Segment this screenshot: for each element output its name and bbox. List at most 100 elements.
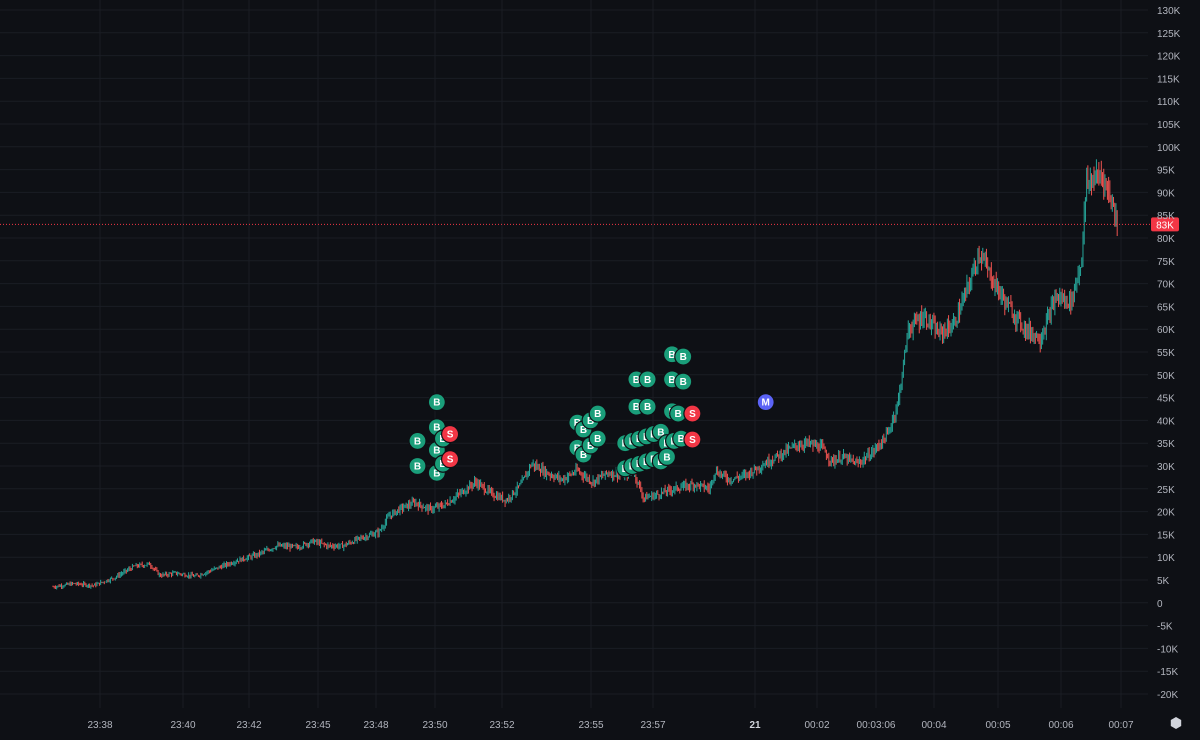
y-tick-label: 5K <box>1157 576 1170 587</box>
marker-circle <box>683 430 702 449</box>
marker-circle <box>638 397 657 416</box>
candles <box>52 159 1118 590</box>
marker-label: B <box>663 452 670 463</box>
y-tick-label: 60K <box>1157 325 1175 336</box>
x-tick-label: 00:03:06 <box>857 720 896 731</box>
marker-label: M <box>762 398 770 409</box>
marker-label: B <box>668 375 675 386</box>
y-tick-label: 125K <box>1157 29 1181 40</box>
x-tick-label: 23:40 <box>170 720 195 731</box>
marker-label: B <box>633 375 640 386</box>
current-price-badge <box>1151 217 1179 232</box>
buy-marker[interactable]: B <box>638 370 657 389</box>
y-tick-label: 55K <box>1157 348 1175 359</box>
buy-marker[interactable]: B <box>408 431 427 451</box>
x-tick-label: 23:52 <box>489 720 514 731</box>
marker-label: B <box>580 450 587 461</box>
marker-circle <box>427 393 446 412</box>
x-tick-label: 23:50 <box>422 720 447 731</box>
marker-circle <box>756 393 775 412</box>
marker-circle <box>674 372 693 391</box>
grid-lines <box>0 0 1148 708</box>
trade-markers: BBBBBBBBSSBBBBBBBBBBBBBBBBBBBBBBBBBBBBBB… <box>408 345 775 482</box>
y-tick-label: 45K <box>1157 394 1175 405</box>
marker-label: B <box>644 375 651 386</box>
x-tick-label: 00:07 <box>1108 720 1133 731</box>
y-tick-label: 10K <box>1157 553 1175 564</box>
y-tick-label: 35K <box>1157 439 1175 450</box>
y-tick-label: 95K <box>1157 166 1175 177</box>
y-tick-label: -10K <box>1157 644 1178 655</box>
buy-marker[interactable]: B <box>638 397 657 416</box>
marker-label: S <box>689 435 696 446</box>
buy-marker[interactable]: B <box>408 456 427 476</box>
buy-marker[interactable]: B <box>427 393 446 412</box>
y-tick-label: 65K <box>1157 302 1175 313</box>
y-tick-label: 25K <box>1157 485 1175 496</box>
y-tick-label: 20K <box>1157 508 1175 519</box>
y-tick-label: 80K <box>1157 234 1175 245</box>
y-tick-label: 0 <box>1157 599 1163 610</box>
marker-circle <box>440 424 460 444</box>
marker-label: B <box>680 352 687 363</box>
marker-circle <box>638 370 657 389</box>
marker-label: B <box>433 468 440 479</box>
x-axis[interactable]: 23:38 23:40 23:42 23:45 23:48 23:50 23:52 23:55… <box>87 720 1133 731</box>
buy-marker[interactable]: B <box>674 372 693 391</box>
marker-label: B <box>594 434 601 445</box>
marker-label: B <box>675 409 682 420</box>
marker-circle <box>674 347 693 366</box>
buy-marker[interactable]: B <box>674 347 693 366</box>
x-tick-label: 23:48 <box>363 720 388 731</box>
y-tick-label: 120K <box>1157 52 1181 63</box>
marker-label: B <box>414 462 421 473</box>
y-tick-label: 90K <box>1157 188 1175 199</box>
marker-label: B <box>633 402 640 413</box>
y-tick-label: 110K <box>1157 97 1180 108</box>
settings-icon[interactable] <box>1170 717 1182 729</box>
buy-marker[interactable]: B <box>588 429 607 448</box>
sell-marker[interactable]: S <box>683 404 702 423</box>
marker-label: B <box>433 423 440 434</box>
x-tick-label: 00:06 <box>1048 720 1073 731</box>
y-tick-label: -20K <box>1157 690 1178 701</box>
y-tick-label: 15K <box>1157 530 1175 541</box>
marker-label: B <box>587 441 594 452</box>
x-tick-label: 00:04 <box>921 720 946 731</box>
y-tick-label: -15K <box>1157 667 1178 678</box>
marker-circle <box>408 456 427 476</box>
marker-label: B <box>433 446 440 457</box>
marker-label: B <box>680 377 687 388</box>
x-tick-label: 23:57 <box>640 720 665 731</box>
x-tick-label: 23:55 <box>578 720 603 731</box>
manual-marker[interactable]: M <box>756 393 775 412</box>
marker-label: B <box>657 427 664 438</box>
buy-marker[interactable]: B <box>588 404 607 423</box>
marker-label: S <box>689 409 696 420</box>
current-price-line-group: 83K <box>0 217 1179 232</box>
x-tick-label: 23:42 <box>236 720 261 731</box>
marker-label: B <box>580 425 587 436</box>
x-tick-label: 21 <box>749 720 761 731</box>
marker-label: S <box>447 430 454 441</box>
sell-marker[interactable]: S <box>440 424 460 444</box>
sell-marker[interactable]: S <box>683 430 702 449</box>
marker-circle <box>408 431 427 451</box>
marker-label: B <box>587 416 594 427</box>
marker-label: B <box>668 350 675 361</box>
y-tick-label: 30K <box>1157 462 1175 473</box>
y-axis[interactable]: 130K 125K 120K 115K 110K 105K 100K 95K 90K 85K 80K… <box>1157 6 1181 701</box>
marker-label: B <box>678 434 685 445</box>
x-tick-label: 23:45 <box>305 720 330 731</box>
marker-circle <box>440 450 460 469</box>
buy-marker[interactable]: B <box>657 447 677 466</box>
y-tick-label: 105K <box>1157 120 1181 131</box>
sell-marker[interactable]: S <box>440 450 460 469</box>
marker-circle <box>588 429 607 448</box>
y-tick-label: 115K <box>1157 74 1180 85</box>
y-tick-label: 40K <box>1157 416 1175 427</box>
marker-label: S <box>447 455 454 466</box>
